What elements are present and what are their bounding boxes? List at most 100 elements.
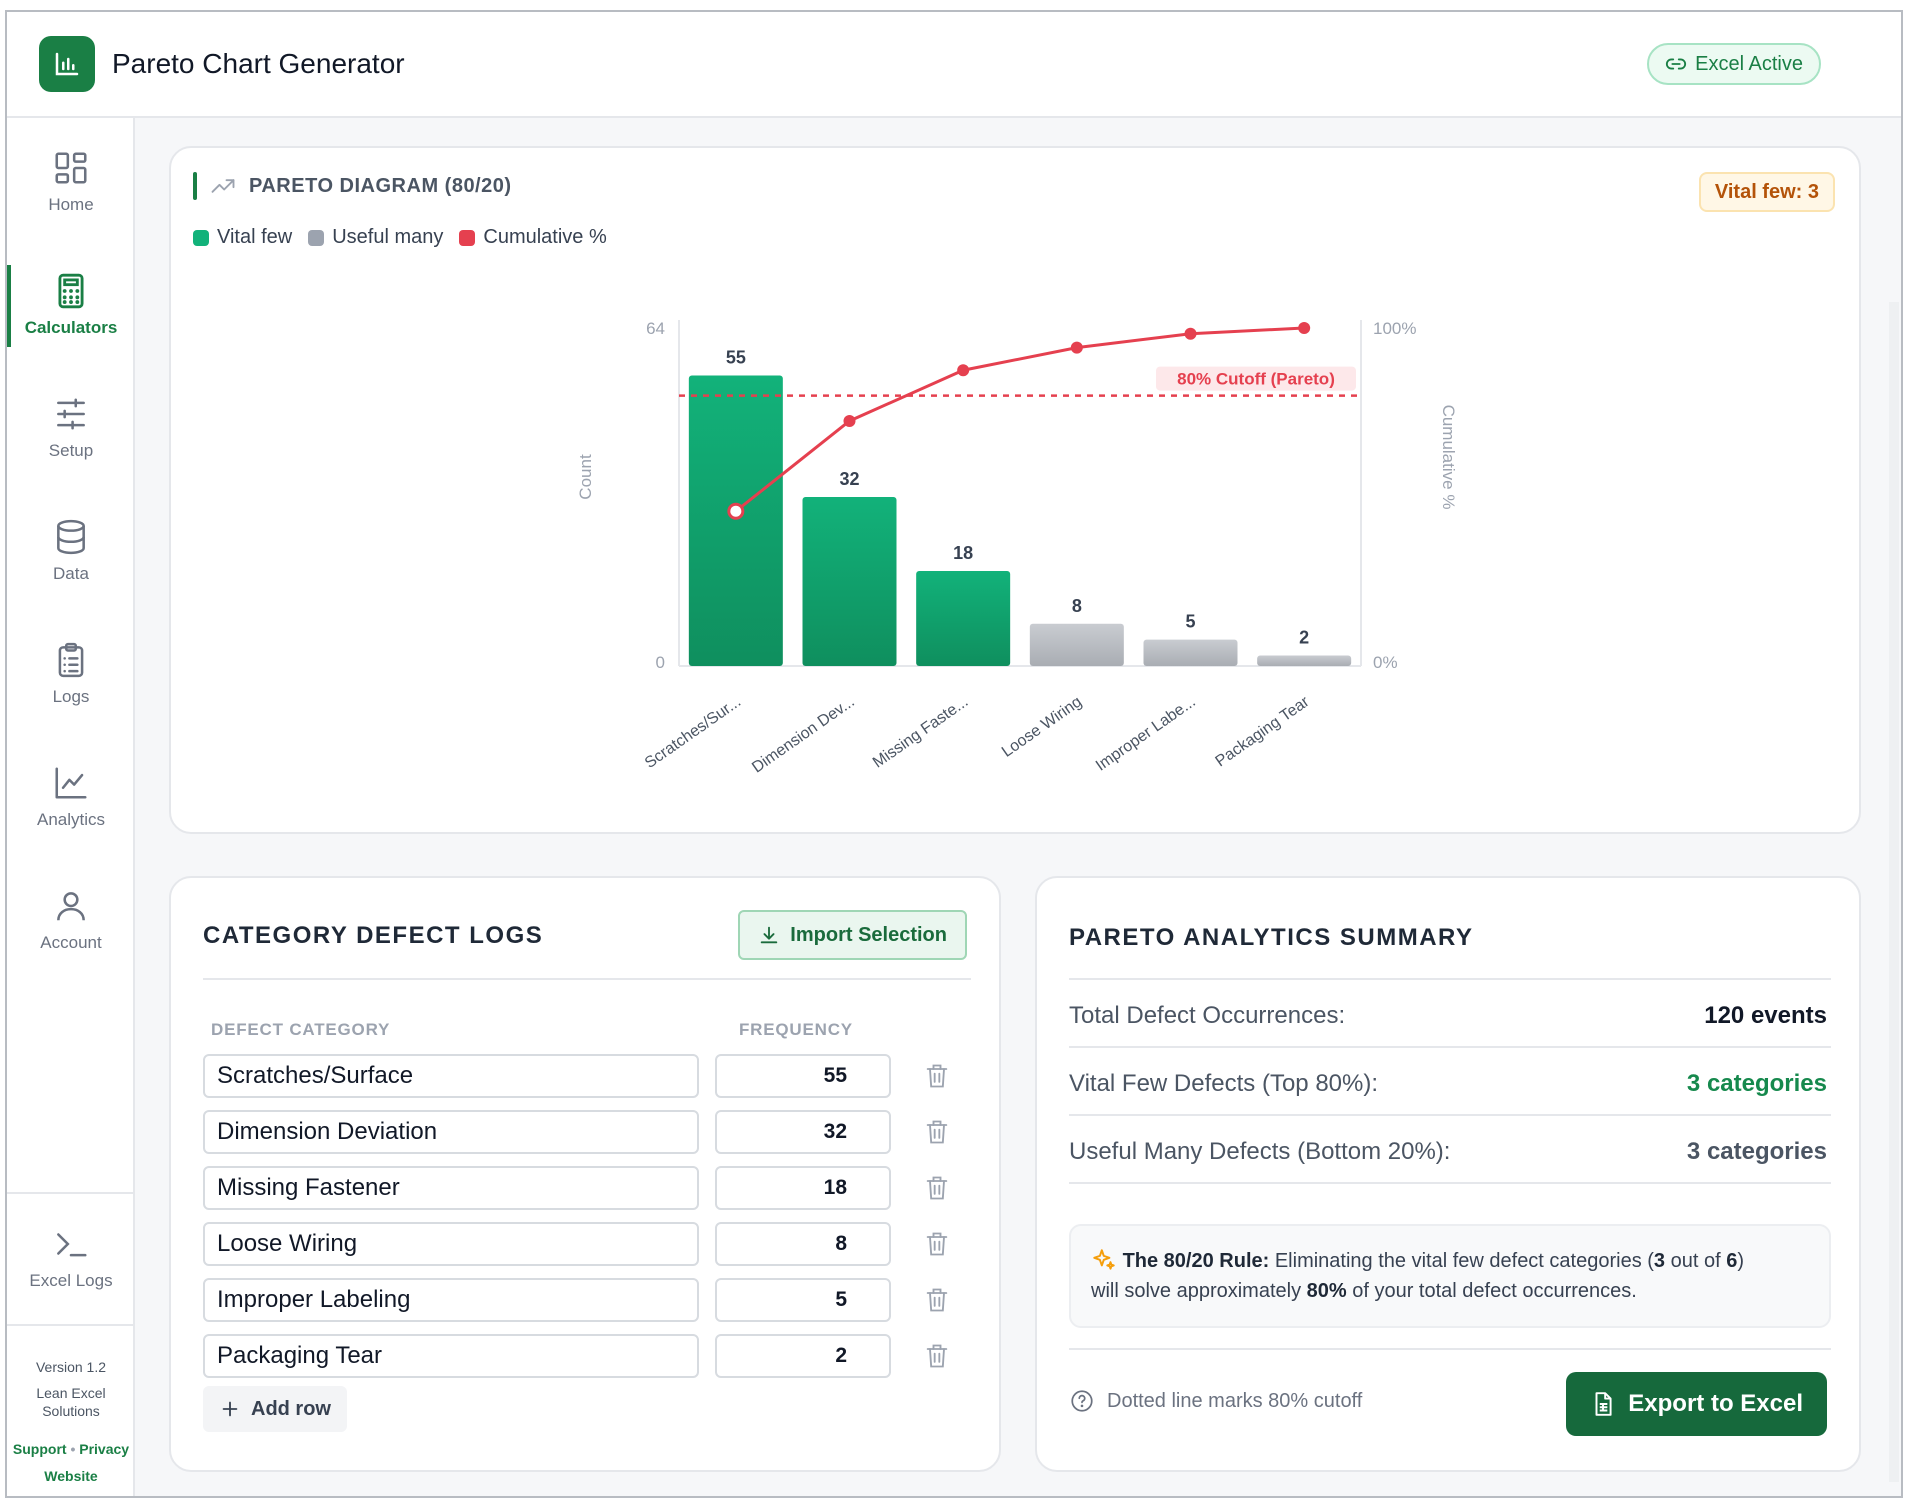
sparkles-icon	[1093, 1249, 1115, 1270]
cumulative-point	[727, 502, 745, 520]
import-selection-button[interactable]: Import Selection	[738, 910, 967, 960]
sidebar-item-setup[interactable]: Setup	[7, 378, 135, 478]
support-link[interactable]: Support	[12, 1441, 67, 1457]
version-label: Version 1.2	[35, 1359, 107, 1375]
calculator-icon	[58, 273, 84, 309]
rule-total: 6	[1726, 1250, 1738, 1272]
summary-title: PARETO ANALYTICS SUMMARY	[1069, 924, 1474, 951]
chart-title: PARETO DIAGRAM (80/20)	[249, 174, 512, 197]
pareto-chart-card: PARETO DIAGRAM (80/20) Vital few: 3 Vita…	[169, 146, 1861, 834]
bar-value-label: 18	[953, 543, 973, 563]
sidebar-item-calculators[interactable]: Calculators	[7, 255, 135, 355]
sidebar-item-label: Calculators	[24, 318, 118, 337]
frequency-input[interactable]: 8	[715, 1222, 891, 1266]
line-chart-icon	[55, 767, 87, 799]
frequency-input[interactable]: 5	[715, 1278, 891, 1322]
sidebar-item-label: Account	[40, 933, 102, 952]
terminal-icon	[57, 1233, 87, 1257]
total-defects-label: Total Defect Occurrences:	[1069, 1002, 1346, 1029]
y-tick-label: 0	[656, 653, 665, 672]
rule-text: of your total defect occurrences.	[1346, 1280, 1637, 1302]
trash-icon[interactable]	[923, 1172, 951, 1204]
bar-vital	[802, 497, 897, 666]
legend-label: Cumulative %	[483, 226, 607, 248]
category-input[interactable]: Loose Wiring	[203, 1222, 699, 1266]
trending-up-icon	[211, 179, 235, 193]
total-defects-value: 120 events	[1704, 1002, 1827, 1029]
category-input[interactable]: Packaging Tear	[203, 1334, 699, 1378]
excel-status-label: Excel Active	[1695, 52, 1803, 75]
legend-swatch	[193, 229, 209, 246]
trash-icon[interactable]	[923, 1060, 951, 1092]
stat-divider	[1069, 1182, 1831, 1184]
sidebar-item-home[interactable]: Home	[7, 132, 135, 232]
category-input[interactable]: Improper Labeling	[203, 1278, 699, 1322]
add-row-label: Add row	[251, 1397, 331, 1420]
y2-axis-title: Cumulative %	[1439, 405, 1458, 510]
export-to-excel-button[interactable]: Export to Excel	[1566, 1372, 1827, 1436]
category-input[interactable]: Dimension Deviation	[203, 1110, 699, 1154]
x-tick-label: Loose Wiring	[999, 693, 1085, 760]
cutoff-label: 80% Cutoff (Pareto)	[1177, 370, 1335, 389]
legend-label: Useful many	[332, 226, 444, 248]
sidebar-item-logs[interactable]: Logs	[7, 624, 135, 724]
legend-item-useful: Useful many	[308, 226, 443, 249]
legend-item-cumulative: Cumulative %	[459, 226, 607, 249]
col-header-frequency: FREQUENCY	[739, 1020, 853, 1039]
col-header-category: DEFECT CATEGORY	[211, 1020, 391, 1039]
sidebar-item-analytics[interactable]: Analytics	[7, 747, 135, 847]
cutoff-hint: Dotted line marks 80% cutoff	[1069, 1388, 1362, 1414]
sidebar-item-excel-logs[interactable]: Excel Logs	[7, 1208, 135, 1308]
frequency-input[interactable]: 32	[715, 1110, 891, 1154]
legend-swatch	[459, 229, 476, 246]
add-row-button[interactable]: Add row	[203, 1386, 347, 1432]
rule-text: Eliminating the vital few defect categor…	[1274, 1250, 1654, 1272]
rule-percent: 80%	[1306, 1280, 1347, 1302]
category-input[interactable]: Scratches/Surface	[203, 1054, 699, 1098]
sidebar-item-account[interactable]: Account	[7, 870, 135, 970]
bar-vital	[688, 375, 783, 666]
website-link[interactable]: Website	[44, 1468, 98, 1484]
y-axis-title: Count	[576, 454, 595, 500]
trash-icon[interactable]	[923, 1284, 951, 1316]
x-tick-label: Dimension Dev...	[749, 693, 858, 776]
frequency-input[interactable]: 2	[715, 1334, 891, 1378]
legend-label: Vital few	[217, 226, 293, 248]
stat-divider	[1069, 1046, 1831, 1048]
app-title: Pareto Chart Generator	[112, 48, 405, 79]
trash-icon[interactable]	[923, 1228, 951, 1260]
cumulative-point	[1184, 327, 1197, 340]
summary-bottom-divider	[1069, 1348, 1831, 1350]
cumulative-point	[957, 364, 970, 377]
link-separator: •	[70, 1441, 76, 1457]
x-tick-label: Missing Faste...	[870, 693, 972, 771]
download-icon	[761, 926, 778, 944]
logs-title: CATEGORY DEFECT LOGS	[203, 922, 544, 949]
frequency-input[interactable]: 55	[715, 1054, 891, 1098]
legend-swatch	[308, 229, 325, 246]
cumulative-point	[843, 414, 856, 427]
sidebar-item-label: Data	[53, 564, 89, 583]
user-icon	[57, 892, 85, 921]
chart-header: PARETO DIAGRAM (80/20)	[193, 172, 512, 200]
logs-divider	[203, 978, 971, 980]
rule-title: The 80/20 Rule:	[1122, 1250, 1270, 1272]
trash-icon[interactable]	[923, 1116, 951, 1148]
page-scrollbar[interactable]	[1889, 302, 1899, 1482]
sidebar-item-data[interactable]: Data	[7, 501, 135, 601]
useful-many-label: Useful Many Defects (Bottom 20%):	[1069, 1138, 1451, 1165]
plus-icon	[222, 1401, 238, 1417]
import-label: Import Selection	[790, 923, 947, 946]
x-tick-label: Packaging Tear	[1213, 693, 1313, 770]
cumulative-point	[1298, 322, 1311, 334]
analytics-summary-card: PARETO ANALYTICS SUMMARY Total Defect Oc…	[1035, 876, 1861, 1472]
frequency-input[interactable]: 18	[715, 1166, 891, 1210]
excel-status-pill[interactable]: Excel Active	[1647, 43, 1821, 85]
rule-line-1: The 80/20 Rule: Eliminating the vital fe…	[1091, 1246, 1809, 1276]
rule-text: will solve approximately	[1091, 1280, 1307, 1302]
app-logo	[39, 36, 95, 92]
privacy-link[interactable]: Privacy	[79, 1441, 130, 1457]
trash-icon[interactable]	[923, 1340, 951, 1372]
category-input[interactable]: Missing Fastener	[203, 1166, 699, 1210]
y-tick-label: 64	[646, 319, 665, 338]
